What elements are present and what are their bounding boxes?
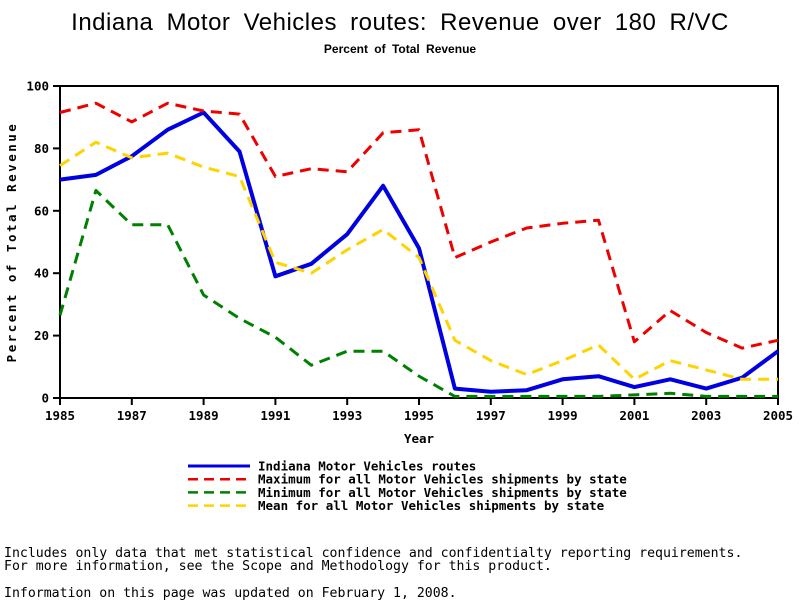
indiana-routes-line <box>59 110 780 394</box>
x-axis-tick-label: 2001 <box>619 408 649 423</box>
x-axis-tick-label: 1991 <box>260 408 290 423</box>
x-axis-tick-label: 1995 <box>404 408 434 423</box>
x-axis-tick-label: 2005 <box>763 408 793 423</box>
plot-area-border <box>59 85 779 399</box>
mean-by-state-line <box>59 140 778 381</box>
x-axis-title: Year <box>404 431 435 446</box>
minimum-by-state-line <box>58 189 778 398</box>
y-axis-tick-label: 60 <box>34 203 49 218</box>
y-axis-tick-label: 20 <box>34 328 49 343</box>
footnote-updated-date: Information on this page was updated on … <box>4 586 457 601</box>
y-axis-tick-label: 40 <box>34 266 49 281</box>
chart-subtitle: Percent of Total Revenue <box>323 42 477 56</box>
x-axis-tick-label: 1989 <box>189 408 219 423</box>
x-axis-tick-label: 1997 <box>476 408 506 423</box>
x-axis-tick-label: 1999 <box>548 408 578 423</box>
y-axis-tick-label: 100 <box>26 79 49 94</box>
line-chart: 0 20 40 60 80 100 1985 1987 1989 1991 1993 1995 1997… <box>4 79 793 514</box>
legend-label-mean-by-state: Mean for all Motor Vehicles shipments by… <box>258 498 605 513</box>
x-axis-tick-label: 1985 <box>45 408 75 423</box>
y-axis-title: Percent of Total Revenue <box>4 122 19 363</box>
legend-label-indiana-routes: Indiana Motor Vehicles routes <box>258 459 476 474</box>
y-axis-tick-label: 0 <box>41 391 49 406</box>
x-axis-tick-label: 1987 <box>117 408 147 423</box>
y-axis-tick-label: 80 <box>34 141 49 156</box>
chart-title: Indiana Motor Vehicles routes: Revenue o… <box>71 9 729 36</box>
legend-label-minimum-by-state: Minimum for all Motor Vehicles shipments… <box>258 485 627 500</box>
x-axis-tick-label: 2003 <box>691 408 721 423</box>
x-axis-tick-label: 1993 <box>332 408 362 423</box>
maximum-by-state-line <box>59 101 779 350</box>
legend-label-maximum-by-state: Maximum for all Motor Vehicles shipments… <box>258 472 627 487</box>
footnote-methodology: For more information, see the Scope and … <box>4 559 552 574</box>
footnote-confidence: Includes only data that met statistical … <box>4 546 743 561</box>
